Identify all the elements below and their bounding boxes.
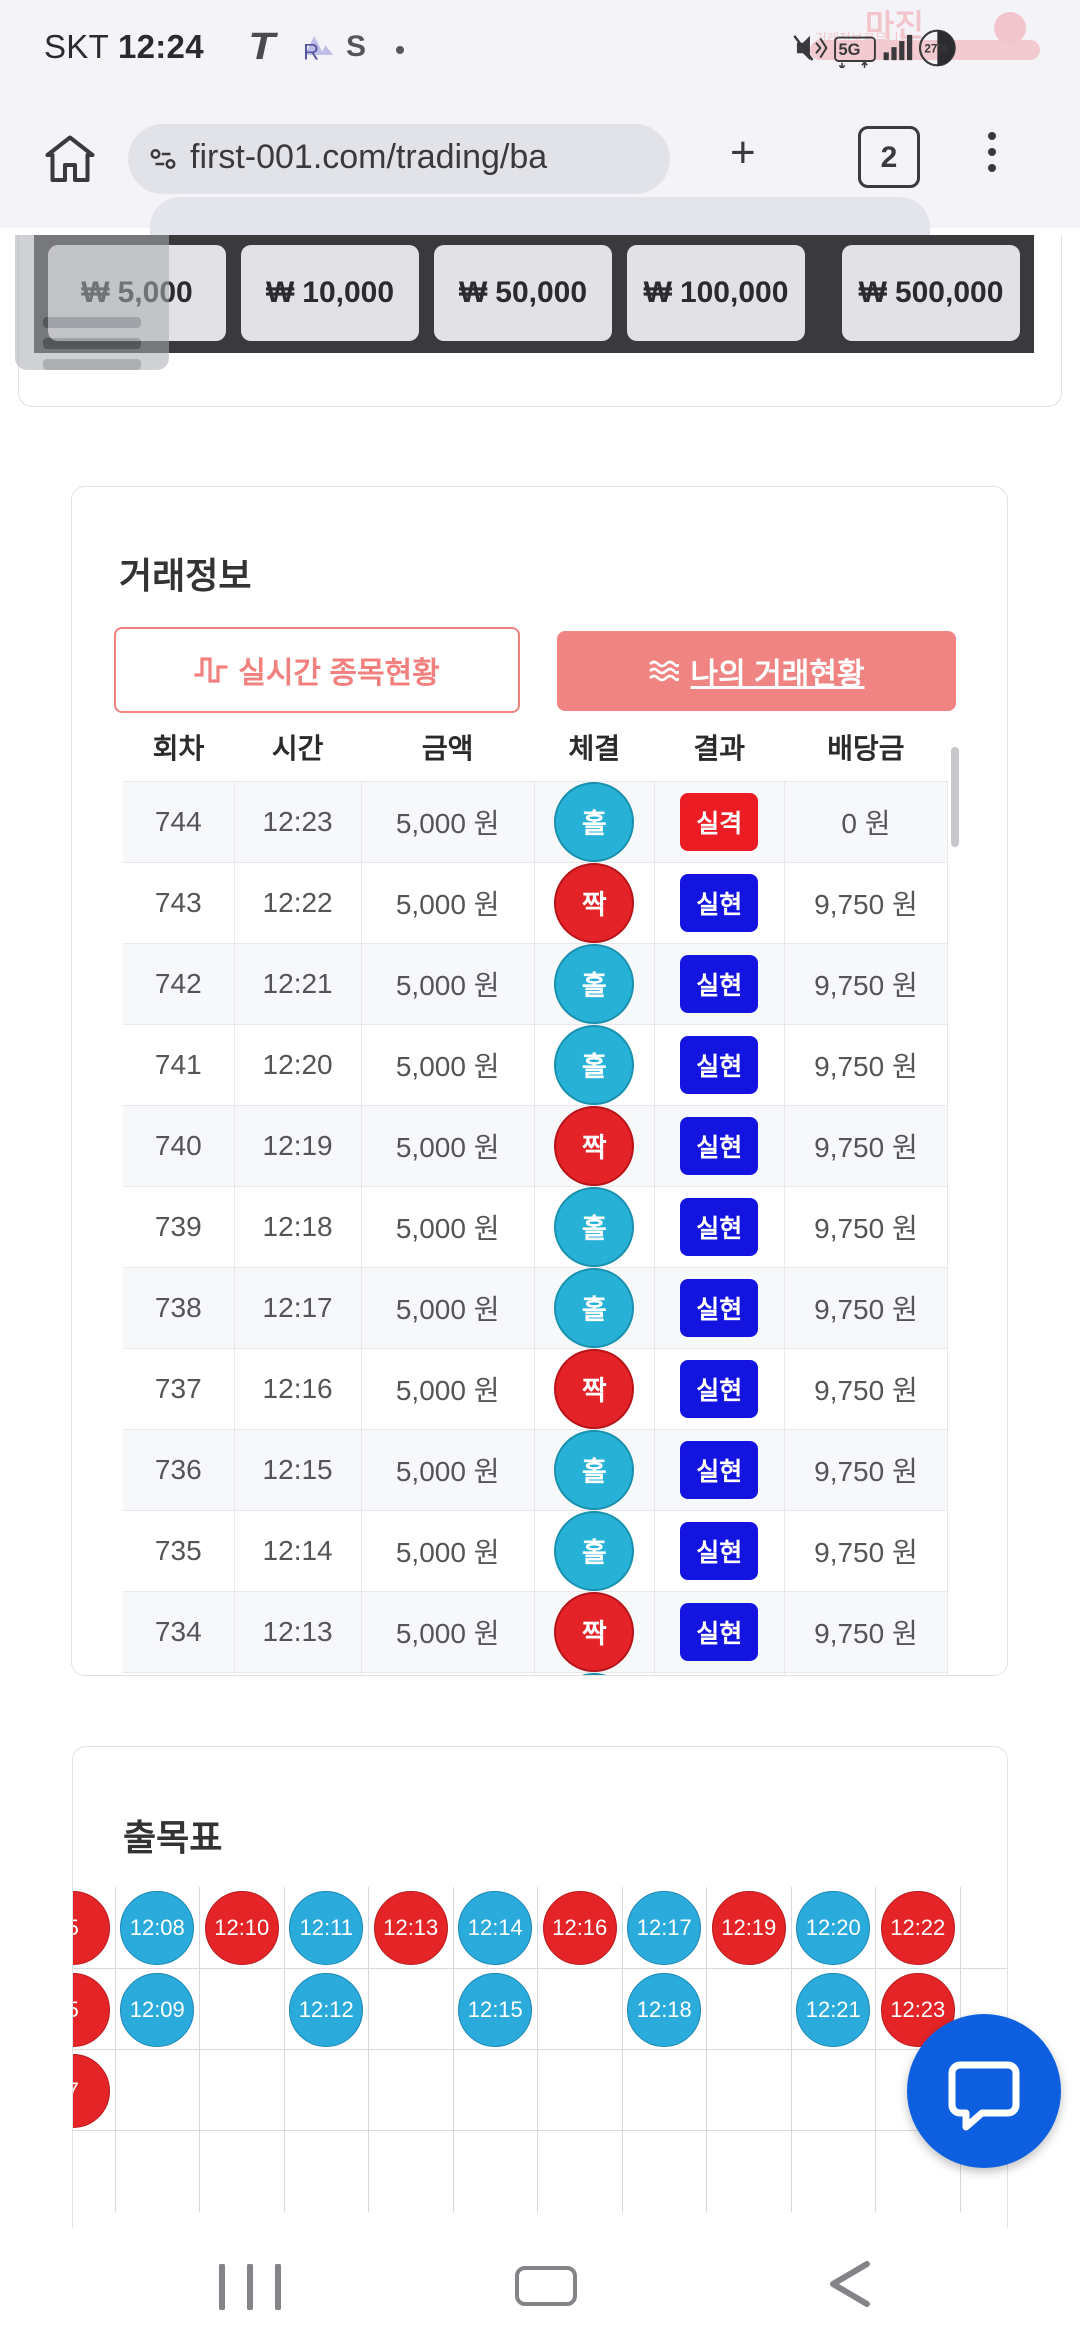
svg-text:27%: 27%	[924, 42, 948, 55]
svg-text:5G: 5G	[839, 41, 861, 59]
svg-text:R: R	[303, 40, 319, 65]
